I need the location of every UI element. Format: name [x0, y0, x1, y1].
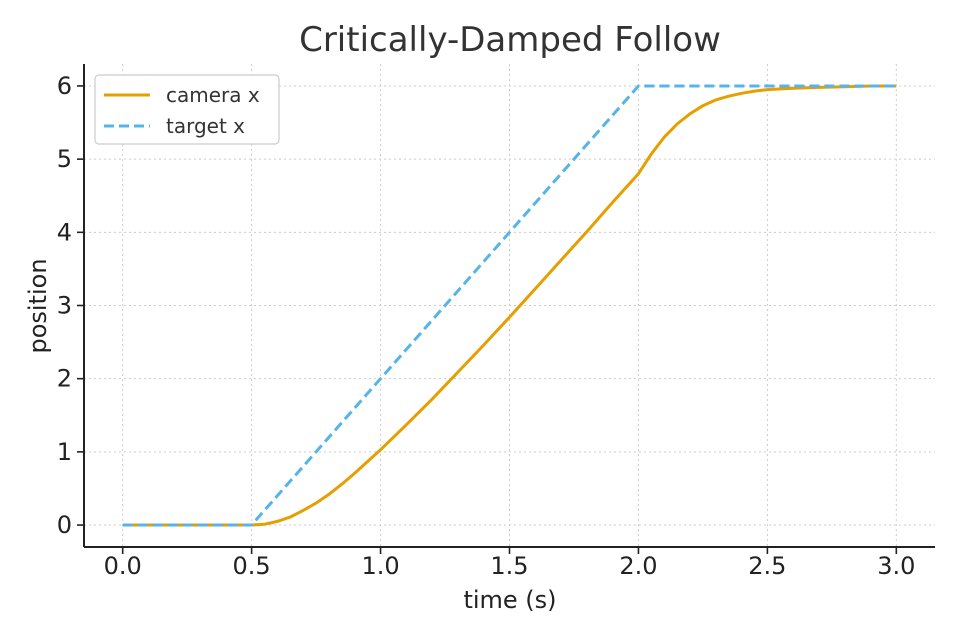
y-tick-label: 2	[57, 365, 72, 393]
x-tick-label: 2.0	[619, 552, 657, 580]
chart-title: Critically-Damped Follow	[299, 20, 721, 60]
x-tick-label: 0.0	[104, 552, 142, 580]
legend-label-target-x: target x	[166, 114, 245, 138]
y-axis: 0 1 2 3 4 5 6	[57, 72, 84, 539]
x-tick-label: 3.0	[877, 552, 915, 580]
y-tick-label: 0	[57, 511, 72, 539]
x-tick-label: 1.5	[490, 552, 528, 580]
y-tick-label: 4	[57, 218, 72, 246]
x-tick-label: 2.5	[748, 552, 786, 580]
y-tick-label: 5	[57, 145, 72, 173]
y-tick-label: 6	[57, 72, 72, 100]
series-layer	[122, 84, 897, 527]
y-tick-label: 1	[57, 438, 72, 466]
y-axis-label: position	[24, 258, 52, 353]
legend: camera x target x	[94, 74, 280, 145]
y-tick-label: 3	[57, 292, 72, 320]
series-line-camera-x	[122, 84, 897, 527]
x-tick-label: 1.0	[361, 552, 399, 580]
legend-label-camera-x: camera x	[166, 83, 260, 107]
series-line-target-x	[122, 84, 897, 527]
x-axis-label: time (s)	[463, 586, 556, 614]
x-axis: 0.0 0.5 1.0 1.5 2.0 2.5 3.0	[104, 547, 915, 580]
x-tick-label: 0.5	[233, 552, 271, 580]
